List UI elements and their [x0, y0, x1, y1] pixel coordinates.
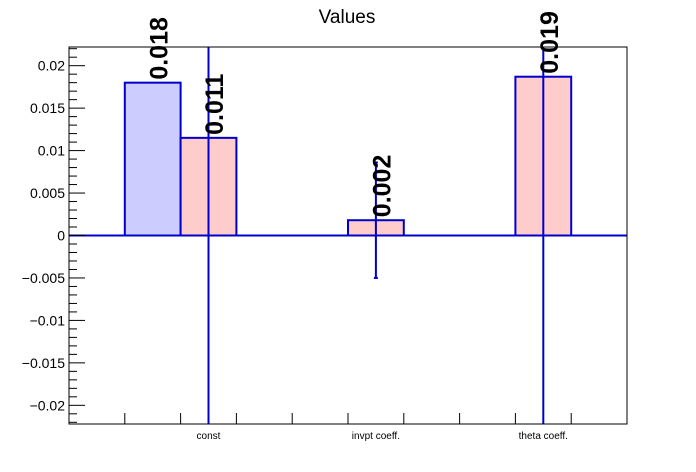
y-tick-label: 0.015: [30, 100, 65, 116]
y-tick-label: −0.02: [30, 397, 66, 413]
y-tick-label: −0.015: [22, 355, 65, 371]
bar-0: [123, 81, 182, 237]
category-label: invpt coeff.: [352, 431, 400, 442]
data-label-0: 0.018: [145, 17, 173, 80]
y-tick-label: 0: [57, 228, 65, 244]
chart-title: Values: [319, 7, 376, 28]
y-tick-label: −0.005: [22, 270, 65, 286]
y-tick-label: 0.005: [30, 185, 65, 201]
category-label: theta coeff.: [519, 431, 568, 442]
axes-layer: [68, 46, 628, 425]
y-tick-label: 0.02: [38, 58, 65, 74]
y-tick-label: 0.01: [38, 143, 65, 159]
category-label: const: [197, 431, 221, 442]
y-tick-label: −0.01: [30, 312, 66, 328]
data-label-1: 0.011: [201, 74, 229, 135]
data-label-3: 0.019: [536, 11, 564, 74]
data-label-2: 0.002: [368, 155, 396, 218]
labels-layer: 0.02 0.015 0.01 0.005 0 −0.005 −0.01 −0.015 −0.0…: [22, 11, 568, 442]
bars-layer: [69, 47, 627, 424]
